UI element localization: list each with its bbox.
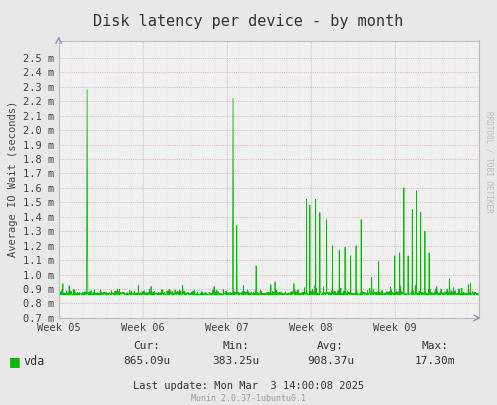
Text: RRDTOOL / TOBI OETIKER: RRDTOOL / TOBI OETIKER xyxy=(485,111,494,213)
Y-axis label: Average IO Wait (seconds): Average IO Wait (seconds) xyxy=(8,101,18,257)
Text: ■: ■ xyxy=(9,355,21,368)
Text: 17.30m: 17.30m xyxy=(414,356,455,366)
Text: Avg:: Avg: xyxy=(317,341,344,351)
Text: 908.37u: 908.37u xyxy=(307,356,354,366)
Text: 865.09u: 865.09u xyxy=(123,356,170,366)
Text: 383.25u: 383.25u xyxy=(212,356,260,366)
Text: Munin 2.0.37-1ubuntu0.1: Munin 2.0.37-1ubuntu0.1 xyxy=(191,394,306,403)
Text: vda: vda xyxy=(24,355,45,368)
Text: Disk latency per device - by month: Disk latency per device - by month xyxy=(93,14,404,29)
Text: Cur:: Cur: xyxy=(133,341,160,351)
Text: Min:: Min: xyxy=(223,341,249,351)
Text: Last update: Mon Mar  3 14:00:08 2025: Last update: Mon Mar 3 14:00:08 2025 xyxy=(133,381,364,390)
Text: Max:: Max: xyxy=(421,341,448,351)
